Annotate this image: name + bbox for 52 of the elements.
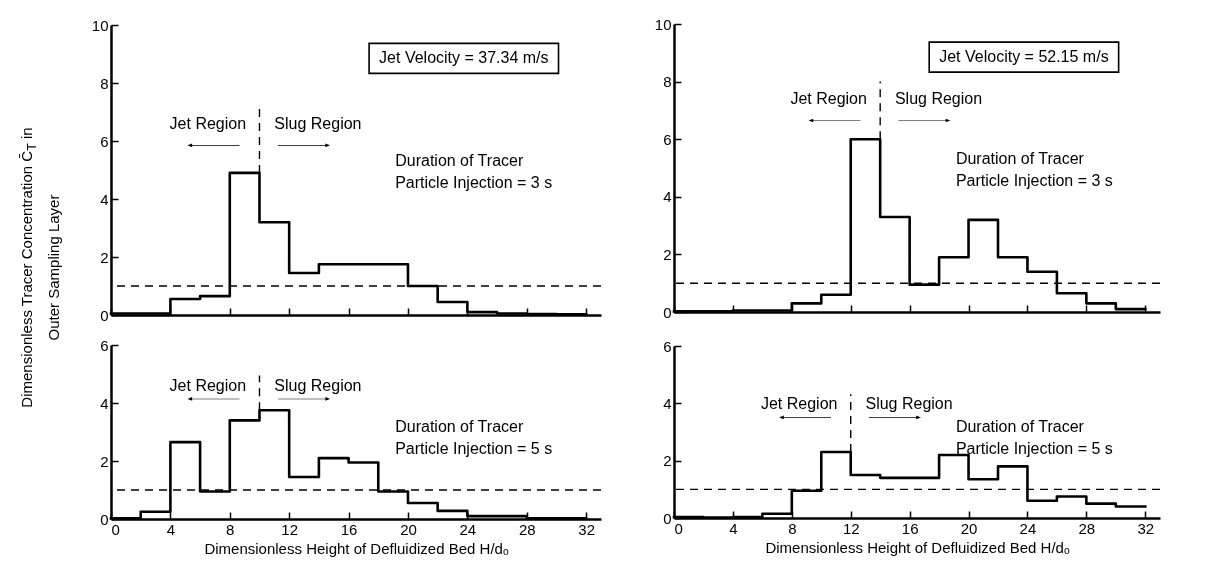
x-tick-label: 20 bbox=[960, 519, 978, 537]
y-tick-label: 6 bbox=[663, 130, 672, 148]
annotation: Jet Region bbox=[790, 89, 867, 107]
annotation: Duration of Tracer Particle Injection = 5 s bbox=[395, 417, 553, 457]
x-tick-label: 28 bbox=[518, 520, 536, 538]
annotation: Jet Velocity = 37.34 m/s bbox=[379, 49, 549, 67]
x-tick-label: 28 bbox=[1078, 519, 1096, 537]
x-tick-label: 8 bbox=[788, 519, 797, 537]
y-tick-label: 2 bbox=[663, 245, 672, 263]
x-tick-label: 0 bbox=[674, 519, 683, 537]
annotation: Slug Region bbox=[274, 376, 362, 394]
y-tick-label: 4 bbox=[663, 394, 672, 412]
y-tick-label: 2 bbox=[663, 452, 672, 470]
x-tick-label: 4 bbox=[729, 519, 738, 537]
x-tick-label: 24 bbox=[459, 520, 477, 538]
x-tick-label: 24 bbox=[1019, 519, 1037, 537]
y-tick-label: 0 bbox=[100, 306, 109, 324]
y-tick-label: 0 bbox=[663, 303, 672, 321]
y-tick-label: 4 bbox=[100, 190, 109, 208]
x-tick-label: 0 bbox=[111, 520, 120, 538]
y-tick-label: 10 bbox=[91, 16, 109, 34]
annotation: Jet Region bbox=[169, 114, 247, 132]
y-tick-label: 2 bbox=[100, 452, 109, 470]
annotation: Jet Region bbox=[169, 376, 247, 394]
x-tick-label: 12 bbox=[281, 520, 299, 538]
y-tick-label: 8 bbox=[663, 73, 672, 91]
x-tick-label: 16 bbox=[901, 519, 919, 537]
annotation: Slug Region bbox=[894, 89, 983, 107]
x-tick-label: 16 bbox=[340, 520, 358, 538]
annotation: Duration of Tracer Particle Injection = 5 s bbox=[955, 417, 1113, 457]
x-tick-label: 4 bbox=[166, 520, 176, 538]
x-tick-label: 32 bbox=[1137, 519, 1155, 537]
x-tick-label: 32 bbox=[578, 520, 595, 538]
y-tick-label: 4 bbox=[100, 394, 109, 412]
y-tick-label: 8 bbox=[100, 74, 109, 92]
y-tick-label: 6 bbox=[100, 336, 109, 354]
annotation: Slug Region bbox=[274, 114, 362, 132]
annotation: Duration of Tracer Particle Injection = 3 s bbox=[395, 152, 553, 192]
annotation: Slug Region bbox=[865, 395, 953, 413]
x-tick-label: 8 bbox=[226, 520, 235, 538]
x-axis-title: Dimensionless Height of Defluidized Bed H/dₒ bbox=[765, 538, 1070, 556]
annotation: Jet Velocity = 52.15 m/s bbox=[939, 48, 1109, 66]
x-tick-label: 20 bbox=[400, 520, 417, 538]
x-axis-title: Dimensionless Height of Defluidized Bed H/dₒ bbox=[204, 539, 509, 557]
y-tick-label: 6 bbox=[663, 337, 672, 355]
y-tick-label: 4 bbox=[663, 188, 672, 206]
annotation: Jet Region bbox=[760, 395, 838, 413]
y-tick-label: 6 bbox=[100, 132, 109, 150]
y-tick-label: 2 bbox=[100, 248, 109, 266]
annotation: Duration of Tracer Particle Injection = 3 s bbox=[955, 150, 1113, 190]
x-tick-label: 12 bbox=[842, 519, 860, 537]
y-tick-label: 10 bbox=[654, 15, 672, 33]
